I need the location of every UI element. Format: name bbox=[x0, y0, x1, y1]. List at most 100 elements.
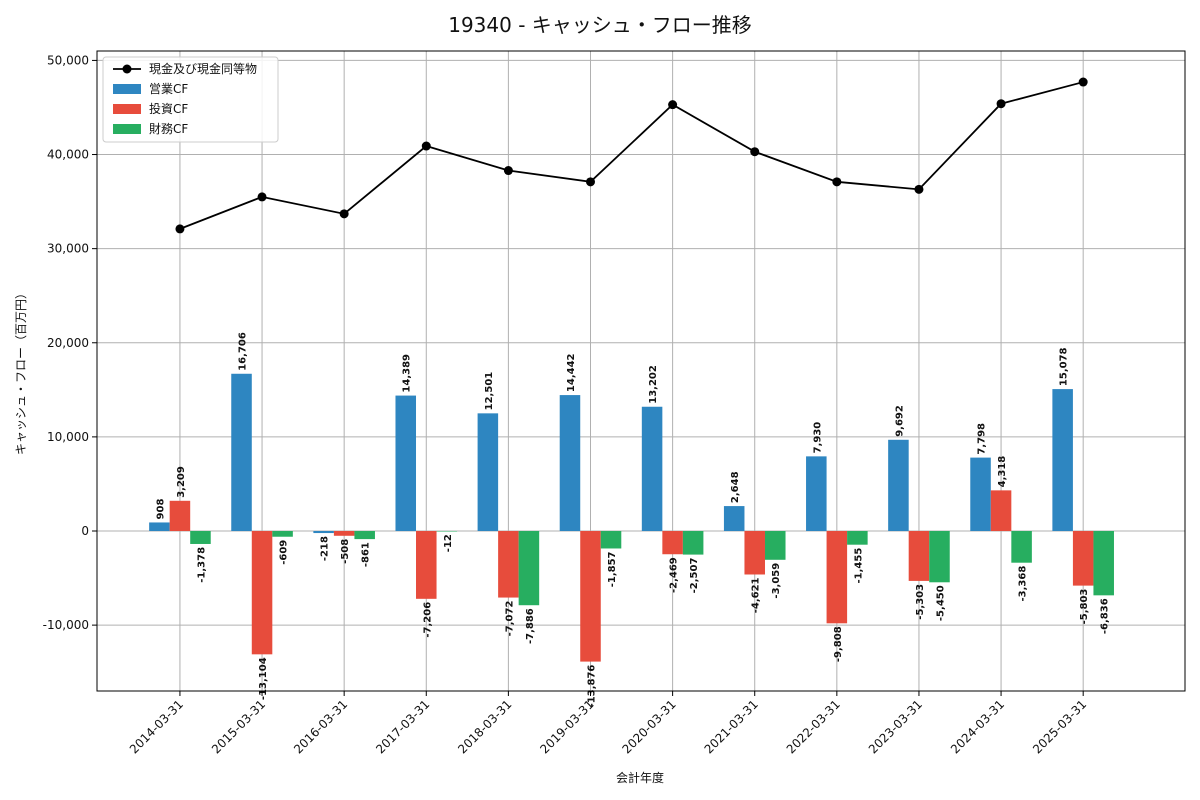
legend-label: 投資CF bbox=[149, 101, 188, 116]
cash-point bbox=[175, 224, 185, 234]
data-label: -508 bbox=[340, 539, 351, 564]
bar-投資CF bbox=[333, 531, 355, 536]
data-label: -5,450 bbox=[935, 585, 946, 621]
bar-営業CF bbox=[477, 413, 499, 531]
cash-point bbox=[503, 166, 513, 176]
data-label: -1,455 bbox=[853, 548, 864, 584]
x-tick-label: 2016-03-31 bbox=[291, 697, 350, 756]
bar-財務CF bbox=[354, 531, 375, 540]
data-label: -2,507 bbox=[689, 558, 700, 594]
x-tick-label: 2019-03-31 bbox=[537, 697, 596, 756]
cash-point bbox=[257, 192, 267, 202]
bar-財務CF bbox=[847, 531, 868, 545]
x-tick-label: 2017-03-31 bbox=[373, 697, 432, 756]
cash-point bbox=[339, 209, 349, 219]
bar-財務CF bbox=[682, 531, 704, 555]
x-tick-label: 2022-03-31 bbox=[784, 697, 843, 756]
data-label: -2,469 bbox=[669, 557, 680, 593]
data-label: 908 bbox=[155, 499, 166, 520]
cash-line bbox=[175, 77, 1088, 234]
bar-投資CF bbox=[580, 531, 601, 662]
data-label: 12,501 bbox=[484, 372, 495, 411]
y-tick-label: -10,000 bbox=[43, 618, 89, 632]
bar-営業CF bbox=[806, 456, 827, 531]
plot-frame bbox=[96, 50, 1186, 692]
data-label: 3,209 bbox=[176, 466, 187, 498]
data-label: -218 bbox=[320, 536, 331, 561]
bar-財務CF bbox=[518, 531, 540, 606]
bar-投資CF bbox=[498, 531, 519, 598]
data-labels: 908 16,706 -218 14,389 12,501 14,442 13,202 2,6… bbox=[155, 332, 1110, 707]
x-tick-label: 2025-03-31 bbox=[1030, 697, 1089, 756]
x-tick-label: 2015-03-31 bbox=[209, 697, 268, 756]
data-label: -5,303 bbox=[915, 584, 926, 620]
data-label: 14,442 bbox=[566, 353, 577, 392]
data-label: -1,378 bbox=[196, 547, 207, 583]
y-tick-label: 0 bbox=[81, 524, 89, 538]
legend-label: 営業CF bbox=[149, 82, 188, 96]
data-label: -861 bbox=[361, 542, 372, 567]
bar-営業CF bbox=[313, 531, 334, 534]
bar-営業CF bbox=[231, 373, 252, 531]
bar-財務CF bbox=[436, 531, 458, 532]
x-tick-label: 2024-03-31 bbox=[948, 697, 1007, 756]
data-label: 2,648 bbox=[730, 471, 741, 503]
data-label: 9,692 bbox=[894, 405, 905, 437]
data-label: 7,930 bbox=[812, 422, 823, 454]
bar-投資CF bbox=[908, 531, 930, 581]
bar-財務CF bbox=[1011, 531, 1032, 563]
bar-営業CF bbox=[888, 439, 909, 531]
data-label: -6,836 bbox=[1100, 598, 1111, 634]
y-tick-label: 50,000 bbox=[47, 53, 89, 67]
bar-投資CF bbox=[1072, 531, 1094, 586]
data-label: 16,706 bbox=[238, 332, 249, 371]
data-label: -13,104 bbox=[258, 657, 269, 700]
bar-営業CF bbox=[149, 522, 170, 531]
cash-point bbox=[421, 141, 431, 151]
legend-line-marker bbox=[122, 64, 132, 74]
bar-財務CF bbox=[190, 531, 211, 544]
bar-営業CF bbox=[723, 506, 745, 531]
data-label: -9,808 bbox=[833, 626, 844, 662]
bar-財務CF bbox=[272, 531, 293, 537]
bar-財務CF bbox=[1093, 531, 1114, 596]
legend-swatch bbox=[113, 104, 141, 114]
y-tick-label: 10,000 bbox=[47, 430, 89, 444]
data-label: 14,389 bbox=[402, 354, 413, 393]
x-tick-label: 2014-03-31 bbox=[127, 697, 186, 756]
legend-label: 財務CF bbox=[149, 121, 188, 136]
y-tick-label: 40,000 bbox=[47, 148, 89, 162]
data-label: -7,206 bbox=[422, 602, 433, 638]
legend-label: 現金及び現金同等物 bbox=[149, 61, 257, 76]
data-label: -1,857 bbox=[607, 551, 618, 587]
bar-営業CF bbox=[970, 457, 991, 531]
bar-投資CF bbox=[416, 531, 437, 599]
data-label: 7,798 bbox=[977, 423, 988, 455]
bar-投資CF bbox=[662, 531, 683, 555]
data-label: -7,886 bbox=[525, 608, 536, 644]
legend-swatch bbox=[113, 84, 141, 94]
bar-営業CF bbox=[641, 406, 663, 531]
data-label: -13,876 bbox=[587, 665, 598, 708]
bars bbox=[149, 373, 1114, 662]
y-tick-label: 20,000 bbox=[47, 336, 89, 350]
bar-営業CF bbox=[395, 395, 417, 531]
x-tick-label: 2021-03-31 bbox=[702, 697, 761, 756]
data-label: 15,078 bbox=[1059, 347, 1070, 386]
cash-point bbox=[750, 147, 760, 157]
data-label: 13,202 bbox=[648, 365, 659, 404]
bar-財務CF bbox=[600, 531, 622, 549]
cash-point bbox=[1078, 77, 1088, 87]
legend-box bbox=[102, 56, 279, 143]
data-label: 4,318 bbox=[997, 456, 1008, 488]
bar-財務CF bbox=[929, 531, 950, 583]
data-label: -3,059 bbox=[771, 563, 782, 599]
data-label: -609 bbox=[279, 540, 290, 565]
bar-営業CF bbox=[1052, 389, 1073, 531]
cash-line-path bbox=[179, 81, 1084, 230]
bar-投資CF bbox=[990, 490, 1012, 531]
y-axis-label: キャッシュ・フロー（百万円） bbox=[14, 287, 28, 455]
bar-投資CF bbox=[744, 531, 765, 575]
